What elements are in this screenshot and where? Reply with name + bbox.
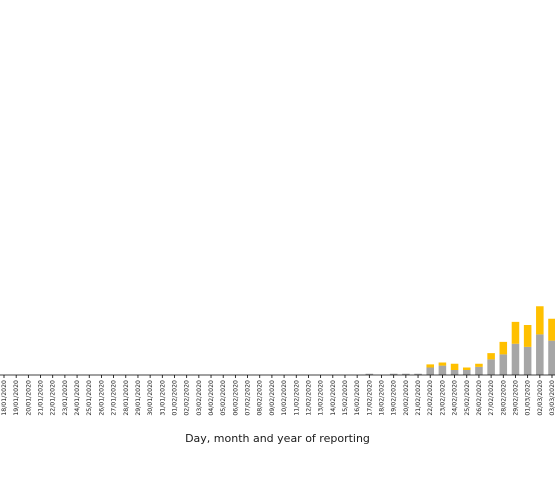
x-tick-label-40: 27/02/2020 [488, 380, 495, 416]
x-tick-label-35: 22/02/2020 [427, 380, 434, 416]
x-tick-label-5: 23/01/2020 [62, 380, 69, 416]
bar-grey-42 [511, 343, 520, 375]
bar-yellow-37 [450, 363, 459, 370]
bar-grey-36 [438, 365, 447, 375]
bar-grey-33 [402, 373, 410, 375]
x-tick-label-16: 03/02/2020 [196, 380, 203, 416]
bar-yellow-43 [523, 325, 532, 347]
x-tick-label-44: 02/03/2020 [537, 380, 544, 416]
x-tick-label-24: 11/02/2020 [293, 380, 300, 416]
x-tick-label-21: 08/02/2020 [257, 380, 264, 416]
bar-grey-34 [414, 373, 422, 375]
x-tick-label-36: 23/02/2020 [439, 380, 446, 416]
x-tick-label-3: 21/01/2020 [38, 380, 45, 416]
x-tick-label-33: 20/02/2020 [403, 380, 410, 416]
bar-grey-39 [475, 366, 483, 375]
x-tick-label-43: 01/03/2020 [525, 380, 532, 416]
x-tick-label-2: 20/01/2020 [25, 380, 32, 416]
x-tick-label-25: 12/02/2020 [305, 380, 312, 416]
x-tick-label-18: 05/02/2020 [220, 380, 227, 416]
x-tick-label-23: 10/02/2020 [281, 380, 288, 416]
x-tick-label-1: 19/01/2020 [13, 380, 20, 416]
bar-yellow-38 [462, 367, 471, 370]
x-tick-label-6: 24/01/2020 [74, 380, 81, 416]
bar-yellow-44 [536, 306, 544, 335]
x-axis-title: Day, month and year of reporting [185, 432, 370, 445]
bar-grey-41 [499, 354, 508, 375]
x-tick-label-9: 27/01/2020 [111, 380, 118, 416]
x-tick-label-45: 03/03/2020 [549, 380, 555, 416]
x-tick-label-30: 17/02/2020 [366, 380, 373, 416]
bar-grey-40 [487, 359, 495, 375]
x-tick-label-31: 18/02/2020 [379, 380, 386, 416]
bar-yellow-35 [426, 364, 434, 368]
bar-yellow-40 [487, 353, 495, 360]
x-tick-label-22: 09/02/2020 [269, 380, 276, 416]
bar-grey-38 [462, 370, 471, 375]
bar-grey-35 [426, 367, 434, 375]
x-tick-label-42: 29/02/2020 [512, 380, 519, 416]
bar-yellow-36 [438, 362, 447, 366]
x-tick-label-32: 19/02/2020 [391, 380, 398, 416]
bar-grey-43 [523, 346, 532, 375]
bar-grey-30 [365, 373, 374, 375]
x-tick-label-26: 13/02/2020 [318, 380, 325, 416]
bar-yellow-42 [511, 321, 520, 344]
x-tick-label-11: 29/01/2020 [135, 380, 142, 416]
x-tick-label-19: 06/02/2020 [232, 380, 239, 416]
x-tick-label-13: 31/01/2020 [159, 380, 166, 416]
x-tick-label-37: 24/02/2020 [452, 380, 459, 416]
x-tick-label-41: 28/02/2020 [500, 380, 507, 416]
x-tick-label-7: 25/01/2020 [86, 380, 93, 416]
x-tick-label-27: 14/02/2020 [330, 380, 337, 416]
x-tick-label-4: 22/01/2020 [50, 380, 57, 416]
bar-grey-45 [548, 340, 555, 375]
x-tick-label-14: 01/02/2020 [171, 380, 178, 416]
x-tick-label-0: 18/01/2020 [1, 380, 8, 416]
bar-yellow-39 [475, 363, 483, 367]
x-tick-label-10: 28/01/2020 [123, 380, 130, 416]
x-tick-label-38: 25/02/2020 [464, 380, 471, 416]
x-tick-label-20: 07/02/2020 [245, 380, 252, 416]
x-tick-label-39: 26/02/2020 [476, 380, 483, 416]
x-tick-label-15: 02/02/2020 [184, 380, 191, 416]
bar-yellow-45 [548, 318, 555, 341]
x-tick-label-17: 04/02/2020 [208, 380, 215, 416]
bar-grey-37 [450, 370, 459, 375]
x-tick-label-12: 30/01/2020 [147, 380, 154, 416]
x-tick-label-28: 15/02/2020 [342, 380, 349, 416]
x-tick-label-8: 26/01/2020 [98, 380, 105, 416]
x-tick-label-34: 21/02/2020 [415, 380, 422, 416]
x-tick-label-29: 16/02/2020 [354, 380, 361, 416]
bar-yellow-41 [499, 341, 508, 355]
bar-grey-44 [536, 334, 544, 375]
bar-grey-32 [389, 373, 398, 375]
